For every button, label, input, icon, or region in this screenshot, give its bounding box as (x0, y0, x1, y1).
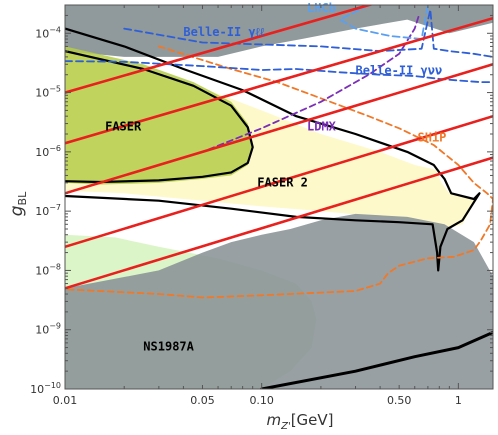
ship-label: SHiP (418, 130, 447, 144)
red-line-1 (65, 156, 493, 290)
red-line-3 (65, 63, 493, 195)
faser-contour (65, 49, 254, 184)
y-tick-label: 10−7 (35, 203, 61, 218)
x-axis-title-unit: [GeV] (291, 411, 334, 429)
belle-yvv (65, 60, 493, 83)
y-tick-label: 10−6 (35, 144, 61, 159)
lhcb-contour (339, 5, 429, 40)
y-axis-title: gBL (7, 191, 29, 216)
x-tick-label: 0.01 (53, 394, 78, 407)
y-tick-label: 10−5 (35, 85, 61, 100)
y-tick-label: 10−9 (35, 322, 61, 337)
y-tick-label: 10−10 (30, 381, 61, 396)
y-axis-title-sub: BL (16, 191, 29, 206)
lhcb-label: LHCb (307, 1, 336, 15)
curves-layer (65, 5, 493, 389)
red-line-2 (65, 114, 493, 249)
x-axis-title-sub: Z' (280, 421, 291, 432)
ldmx-label: LDMX (307, 119, 337, 133)
x-tick-label: 1 (455, 394, 462, 407)
ship-contour (65, 45, 493, 299)
region-excluded (65, 213, 493, 389)
y-tick-label: 10−8 (35, 262, 61, 277)
x-axis-title: mZ'[GeV] (266, 411, 333, 432)
belle-yll (123, 8, 493, 58)
faser-label: FASER (105, 119, 142, 133)
red-line-5 (65, 5, 374, 94)
faser2-label: FASER 2 (257, 176, 308, 190)
ticks-layer: 0.01 0.05 0.10 0.50 1 10−10 10−9 10−8 10−7 10−6 10… (30, 5, 493, 407)
plot-frame (64, 4, 494, 390)
y-axis-title-main: g (7, 205, 27, 216)
ns1987a-label: NS1987A (143, 339, 194, 353)
y-tick-label: 10−4 (35, 25, 61, 40)
x-axis-title-main: m (266, 411, 281, 429)
faser2-contour (65, 27, 481, 272)
annotations-layer: FASER FASER 2 NS1987A SHiP LDMX Belle-II γℓℓ B… (105, 1, 447, 353)
x-tick-label: 0.05 (190, 394, 215, 407)
ns-boundary (260, 330, 493, 389)
belle-yll-label: Belle-II γℓℓ (183, 25, 265, 39)
x-tick-label: 0.50 (387, 394, 412, 407)
belle-yvv-label: Belle-II γνν (356, 64, 443, 78)
x-tick-label: 0.10 (249, 394, 274, 407)
red-line-4 (65, 16, 493, 145)
